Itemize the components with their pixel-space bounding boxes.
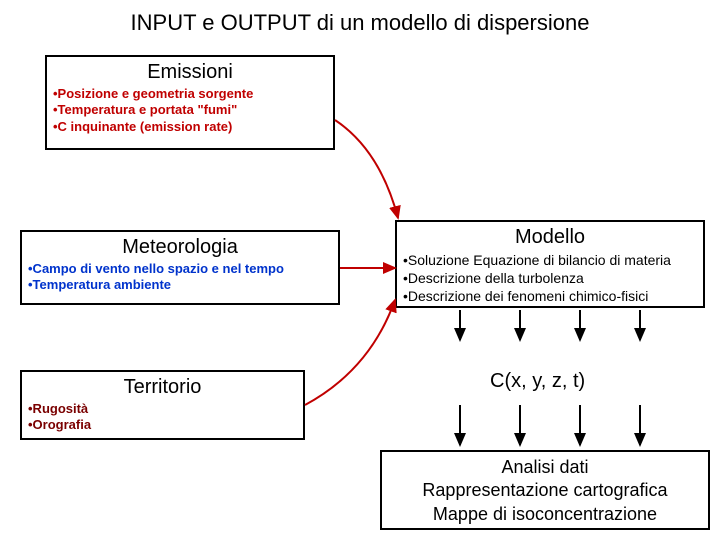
- territorio-item-0: •Rugosità: [28, 401, 297, 417]
- box-territorio: Territorio •Rugosità •Orografia: [20, 370, 305, 440]
- modello-item-1: •Descrizione della turbolenza: [403, 269, 697, 287]
- emissioni-item-2: •C inquinante (emission rate): [53, 119, 327, 135]
- meteorologia-item-0: •Campo di vento nello spazio e nel tempo: [28, 261, 332, 277]
- analisi-line-0: Analisi dati: [388, 456, 702, 479]
- box-analisi: Analisi dati Rappresentazione cartografi…: [380, 450, 710, 530]
- modello-item-2: •Descrizione dei fenomeni chimico-fisici: [403, 287, 697, 305]
- box-meteorologia-title: Meteorologia: [28, 236, 332, 259]
- box-meteorologia: Meteorologia •Campo di vento nello spazi…: [20, 230, 340, 305]
- page-title: INPUT e OUTPUT di un modello di dispersi…: [0, 10, 720, 36]
- territorio-item-1: •Orografia: [28, 417, 297, 433]
- modello-item-0: •Soluzione Equazione di bilancio di mate…: [403, 251, 697, 269]
- box-modello-title: Modello: [403, 226, 697, 249]
- box-emissioni-title: Emissioni: [53, 61, 327, 84]
- output-formula: C(x, y, z, t): [490, 370, 585, 393]
- meteorologia-item-1: •Temperatura ambiente: [28, 277, 332, 293]
- emissioni-item-0: •Posizione e geometria sorgente: [53, 86, 327, 102]
- box-territorio-title: Territorio: [28, 376, 297, 399]
- analisi-line-1: Rappresentazione cartografica: [388, 479, 702, 502]
- box-emissioni: Emissioni •Posizione e geometria sorgent…: [45, 55, 335, 150]
- analisi-line-2: Mappe di isoconcentrazione: [388, 503, 702, 526]
- emissioni-item-1: •Temperatura e portata "fumi": [53, 102, 327, 118]
- box-modello: Modello •Soluzione Equazione di bilancio…: [395, 220, 705, 308]
